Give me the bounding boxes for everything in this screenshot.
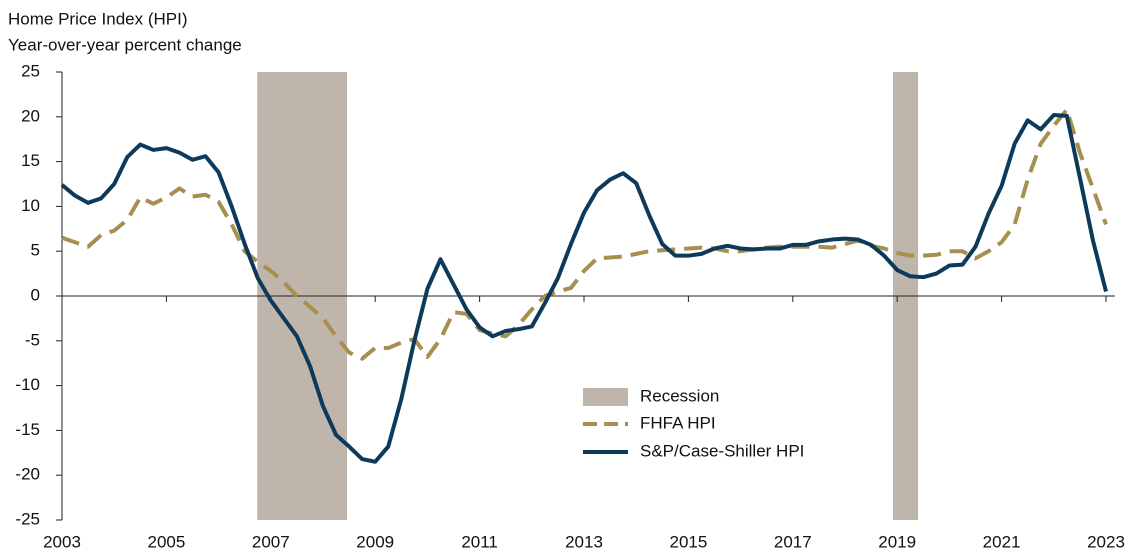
chart-subtitle: Year-over-year percent change bbox=[8, 35, 242, 54]
legend-label: Recession bbox=[640, 386, 719, 405]
x-tick-label: 2021 bbox=[983, 532, 1021, 551]
series-line bbox=[61, 107, 1108, 361]
x-tick-label: 2007 bbox=[252, 532, 290, 551]
x-tick-label: 2011 bbox=[461, 532, 498, 551]
x-tick-label: 2015 bbox=[669, 532, 707, 551]
y-tick-label: 0 bbox=[31, 285, 40, 304]
x-tick-label: 2005 bbox=[147, 532, 185, 551]
series-line bbox=[60, 113, 1108, 464]
legend-swatch bbox=[583, 388, 628, 406]
x-tick-label: 2023 bbox=[1087, 532, 1125, 551]
y-tick-label: -25 bbox=[15, 509, 40, 528]
legend-label: S&P/Case-Shiller HPI bbox=[640, 441, 804, 460]
y-tick-label: 25 bbox=[21, 61, 40, 80]
y-tick-label: 5 bbox=[31, 241, 40, 260]
y-tick-label: 20 bbox=[21, 106, 40, 125]
y-tick-label: -5 bbox=[25, 330, 40, 349]
x-tick-label: 2013 bbox=[565, 532, 603, 551]
x-tick-label: 2019 bbox=[878, 532, 916, 551]
legend-label: FHFA HPI bbox=[640, 413, 716, 432]
y-tick-label: -10 bbox=[15, 375, 40, 394]
y-tick-label: -15 bbox=[15, 420, 40, 439]
x-tick-label: 2003 bbox=[43, 532, 81, 551]
y-tick-label: -20 bbox=[15, 465, 40, 484]
y-tick-label: 10 bbox=[21, 196, 40, 215]
x-tick-label: 2017 bbox=[774, 532, 812, 551]
chart-title: Home Price Index (HPI) bbox=[8, 9, 188, 28]
x-tick-label: 2009 bbox=[356, 532, 394, 551]
y-tick-label: 15 bbox=[21, 151, 40, 170]
